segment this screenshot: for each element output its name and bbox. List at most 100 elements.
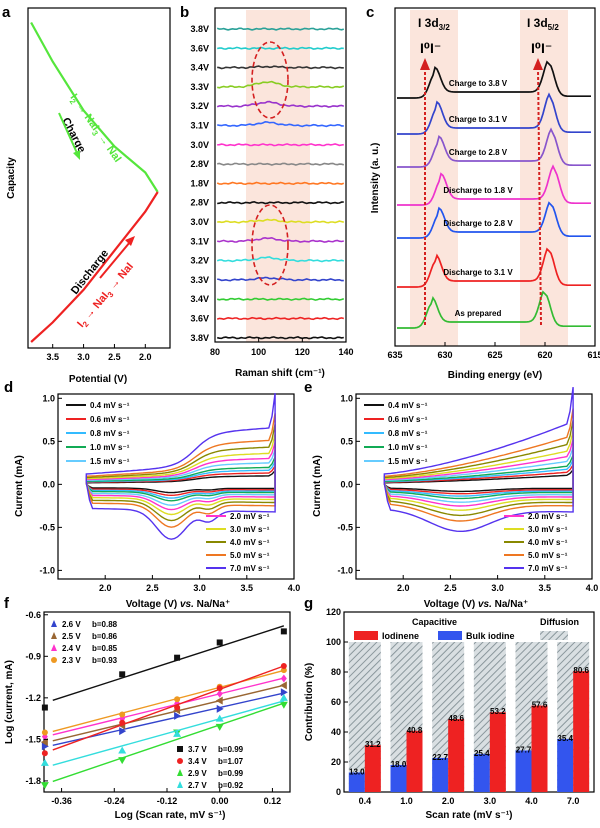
panel-f-marker (41, 742, 49, 751)
panel-c-highlight-2 (520, 10, 568, 346)
panel-a-curves (30, 21, 159, 343)
panel-g-ytick-label: 0 (336, 787, 341, 797)
panel-c-trace (397, 164, 591, 206)
panel-f-legend-name: 2.6 V (62, 620, 81, 629)
panel-c-xticks: 635 630 625 620 615 (387, 342, 600, 360)
panel-g: g 13.0 31.2 0.4 18.0 40.8 1.0 22.7 48.6 2.0 25.4 5… (304, 595, 595, 821)
panel-f-xtick-label: -0.24 (104, 796, 125, 806)
panel-f-marker (215, 696, 223, 705)
panel-f-xtick-label: 0.12 (264, 796, 282, 806)
panel-c-peak-label-2: I 3d5/2 (527, 16, 559, 32)
panel-a-charge-arrowhead (73, 150, 80, 160)
panel-f-marker (215, 723, 224, 731)
panel-f-ticks: -0.36 -0.24 -0.12 0.00 0.12 -0.6 -0.9 -1.2 -1.5 -… (25, 610, 281, 806)
panel-g-legend-bulk-swatch (438, 631, 462, 640)
panel-f-marker (279, 701, 288, 709)
panel-c-trace (397, 201, 591, 239)
panel-g-bar-bulk (348, 772, 365, 792)
panel-g-ytick-label: 60 (331, 697, 341, 707)
panel-f-marker (280, 674, 287, 683)
panel-b-trace-label: 3.2V (190, 256, 209, 266)
panel-d-legend-label: 4.0 mV s⁻¹ (230, 538, 270, 547)
panel-d-legend: 0.4 mV s⁻¹ 0.6 mV s⁻¹ 0.8 mV s⁻¹ 1.0 mV s⁻¹… (66, 401, 270, 573)
panel-b-trace (217, 236, 344, 243)
panel-b-trace (217, 120, 344, 128)
panel-f-legend-name: 2.3 V (62, 656, 81, 665)
panel-b-trace (217, 143, 344, 147)
panel-c-traces: Charge to 3.8 V Charge to 3.1 V Charge to … (397, 60, 591, 329)
panel-b-frame (214, 7, 347, 343)
panel-g-bar-bulk-value: 18.0 (391, 760, 407, 769)
panel-e-xtick-label: 3.5 (539, 583, 552, 593)
panel-b: b 3.8V 3.6V 3.4V 3.3V 3.2V 3.1V 3.0V 2.8V 1.8V 2.… (180, 4, 354, 379)
panel-e-legend-label: 2.0 mV s⁻¹ (528, 512, 568, 521)
panel-e-ytick-label: 1.0 (340, 393, 353, 403)
panel-a: a 3.5 3.0 2.5 2.0 Capacity Potential (V) I2… (2, 4, 171, 385)
panel-b-label: b (180, 4, 189, 21)
panel-a-xtick-label: 3.0 (77, 352, 90, 362)
panel-f-marker (216, 685, 223, 692)
panel-d-legend-label: 0.8 mV s⁻¹ (90, 429, 130, 438)
panel-c-peak-label-1: I 3d3/2 (418, 16, 450, 32)
panel-a-xtick-label: 3.5 (46, 352, 59, 362)
panel-d-xtick-label: 2.0 (99, 583, 112, 593)
panel-d-xtick-label: 3.5 (241, 583, 254, 593)
panel-g-bar-bulk (432, 757, 449, 792)
panel-d-xtick-label: 4.0 (288, 583, 301, 593)
panel-g-legend-capacitive: Capacitive (412, 617, 457, 627)
panel-g-xtick-label: 1.0 (400, 796, 413, 806)
panel-f-xtick-label: 0.00 (211, 796, 229, 806)
panel-c-xtick-label: 630 (437, 350, 452, 360)
panel-d-legend-label: 2.0 mV s⁻¹ (230, 512, 270, 521)
panel-c-xtick-label: 635 (387, 350, 402, 360)
panel-c-label: c (366, 4, 374, 21)
panel-d-ytick-label: 0.0 (42, 479, 55, 489)
panel-f-legend-name: 2.5 V (62, 632, 81, 641)
panel-c-trace (397, 290, 591, 329)
panel-f-marker (215, 714, 224, 722)
panel-e-legend-label: 0.8 mV s⁻¹ (388, 429, 428, 438)
panel-b-xtick-label: 80 (210, 347, 220, 357)
panel-e-legend-label: 1.0 mV s⁻¹ (388, 443, 428, 452)
panel-d-legend-label: 3.0 mV s⁻¹ (230, 525, 270, 534)
panel-b-ellipse-top (251, 41, 289, 119)
panel-e-xtick-label: 4.0 (586, 583, 599, 593)
panel-g-bar-bulk-value: 13.0 (349, 768, 365, 777)
panel-f-marker (40, 758, 49, 766)
panel-g-xtick-label: 2.0 (442, 796, 455, 806)
panel-c-trace-label: Discharge to 2.8 V (443, 219, 513, 228)
panel-f-marker (280, 688, 288, 697)
panel-f-marker (41, 729, 48, 736)
panel-g-bar-bulk (557, 738, 574, 792)
panel-a-discharge-arrowhead (125, 236, 135, 246)
panel-g-bar-iodinene (531, 705, 548, 792)
panel-e-xtick-label: 2.0 (397, 583, 410, 593)
panel-d-legend-label: 7.0 mV s⁻¹ (230, 564, 270, 573)
panel-c-highlight-1 (410, 10, 458, 346)
panel-b-trace (216, 256, 345, 263)
panel-b-trace-label: 1.8V (190, 178, 209, 188)
panel-d-ticks: 2.0 2.5 3.0 3.5 4.0 1.0 0.5 0.0 -0.5 -1.0 (39, 393, 300, 593)
panel-e-legend-label: 5.0 mV s⁻¹ (528, 551, 568, 560)
panel-f: f 2.6 V b=0.88 2.5 V b=0.86 2.4 V b=0.85 2.3 V… (4, 595, 291, 821)
panel-f-legend-b: b=0.92 (218, 781, 244, 790)
panel-b-highlight (246, 10, 310, 342)
panel-d-frame (57, 393, 295, 580)
panel-g-bar-bulk (473, 753, 490, 792)
panel-b-trace (217, 65, 344, 70)
panel-b-trace (216, 27, 345, 31)
panel-f-marker (119, 671, 126, 678)
panel-e-legend-label: 4.0 mV s⁻¹ (528, 538, 568, 547)
panel-b-trace-label: 3.8V (190, 24, 209, 34)
panel-b-trace-label: 3.6V (190, 43, 209, 53)
panel-a-discharge-arrow (99, 241, 131, 279)
panel-f-legend-b: b=0.93 (92, 656, 118, 665)
panel-b-xticks: 80 100 120 140 (210, 338, 354, 357)
panel-g-label: g (304, 595, 313, 612)
panel-f-legend: 2.6 V b=0.88 2.5 V b=0.86 2.4 V b=0.85 2.3 V b=… (51, 620, 244, 790)
panel-g-xtick-label: 3.0 (484, 796, 497, 806)
panel-a-xtick-label: 2.5 (108, 352, 121, 362)
panel-f-legend-marker (177, 781, 183, 788)
